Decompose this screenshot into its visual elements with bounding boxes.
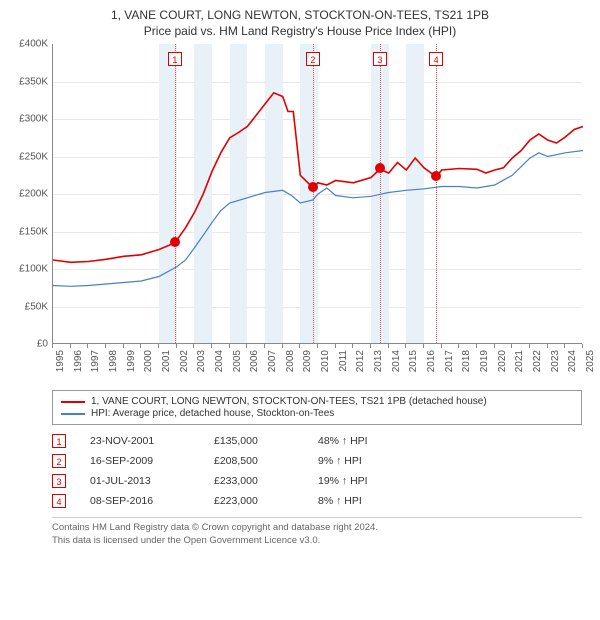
x-tick-label: 1999 xyxy=(126,350,137,372)
y-axis-labels: £0£50K£100K£150K£200K£250K£300K£350K£400… xyxy=(10,44,52,344)
x-tick-label: 1998 xyxy=(108,350,119,372)
sale-row: 1 23-NOV-2001 £135,000 48% ↑ HPI xyxy=(52,431,582,451)
y-tick-label: £200K xyxy=(19,189,48,200)
sale-num: 3 xyxy=(52,474,66,488)
sale-row: 2 16-SEP-2009 £208,500 9% ↑ HPI xyxy=(52,451,582,471)
sale-dot xyxy=(431,171,441,181)
x-tick-label: 2012 xyxy=(355,350,366,372)
legend: 1, VANE COURT, LONG NEWTON, STOCKTON-ON-… xyxy=(52,390,582,425)
sale-date: 16-SEP-2009 xyxy=(90,455,190,467)
plot-area: 1 2 3 4 xyxy=(52,44,582,344)
x-tick-label: 2001 xyxy=(161,350,172,372)
event-marker: 3 xyxy=(373,52,387,66)
sale-num: 2 xyxy=(52,454,66,468)
x-tick-label: 2006 xyxy=(249,350,260,372)
x-tick-label: 2010 xyxy=(320,350,331,372)
sale-row: 3 01-JUL-2013 £233,000 19% ↑ HPI xyxy=(52,471,582,491)
legend-swatch xyxy=(61,413,85,415)
x-tick-label: 2016 xyxy=(426,350,437,372)
sale-date: 23-NOV-2001 xyxy=(90,435,190,447)
sale-pct: 8% ↑ HPI xyxy=(318,495,418,507)
y-tick-label: £50K xyxy=(25,301,48,312)
legend-label: HPI: Average price, detached house, Stoc… xyxy=(91,408,334,419)
sale-pct: 9% ↑ HPI xyxy=(318,455,418,467)
legend-row: HPI: Average price, detached house, Stoc… xyxy=(61,408,573,419)
x-tick-label: 2025 xyxy=(585,350,596,372)
x-tick-label: 2004 xyxy=(214,350,225,372)
sale-pct: 19% ↑ HPI xyxy=(318,475,418,487)
title-address: 1, VANE COURT, LONG NEWTON, STOCKTON-ON-… xyxy=(10,8,590,22)
series-hpi xyxy=(53,151,583,287)
x-tick-label: 2017 xyxy=(444,350,455,372)
x-tick-label: 2008 xyxy=(285,350,296,372)
x-tick-label: 2002 xyxy=(179,350,190,372)
x-tick-label: 2011 xyxy=(338,350,349,372)
y-tick-label: £100K xyxy=(19,264,48,275)
x-tick-label: 2022 xyxy=(532,350,543,372)
x-tick-label: 2014 xyxy=(391,350,402,372)
x-tick-label: 2009 xyxy=(302,350,313,372)
x-tick-label: 2019 xyxy=(479,350,490,372)
x-tick-label: 1996 xyxy=(73,350,84,372)
x-axis-labels: 1995 1996 1997 1998 1999 2000 2001 2002 2003 2004… xyxy=(52,348,582,384)
legend-label: 1, VANE COURT, LONG NEWTON, STOCKTON-ON-… xyxy=(91,396,487,407)
chart-area: £0£50K£100K£150K£200K£250K£300K£350K£400… xyxy=(10,44,590,384)
legend-row: 1, VANE COURT, LONG NEWTON, STOCKTON-ON-… xyxy=(61,396,573,407)
chart-container: 1, VANE COURT, LONG NEWTON, STOCKTON-ON-… xyxy=(0,0,600,554)
event-marker: 1 xyxy=(168,52,182,66)
footer-attribution: Contains HM Land Registry data © Crown c… xyxy=(52,517,582,548)
sale-num: 4 xyxy=(52,494,66,508)
series-price_paid xyxy=(53,93,583,262)
x-tick xyxy=(582,344,583,348)
sale-price: £233,000 xyxy=(214,475,294,487)
sale-dot xyxy=(308,182,318,192)
sale-price: £208,500 xyxy=(214,455,294,467)
footer-line-2: This data is licensed under the Open Gov… xyxy=(52,535,582,548)
title-subtitle: Price paid vs. HM Land Registry's House … xyxy=(10,24,590,38)
x-tick-label: 2018 xyxy=(461,350,472,372)
y-tick-label: £300K xyxy=(19,114,48,125)
legend-swatch xyxy=(61,401,85,403)
sales-table: 123-NOV-2001£135,00048% ↑ HPI216-SEP-200… xyxy=(52,431,582,511)
sale-price: £223,000 xyxy=(214,495,294,507)
event-marker: 2 xyxy=(306,52,320,66)
x-tick-label: 2005 xyxy=(232,350,243,372)
sale-date: 01-JUL-2013 xyxy=(90,475,190,487)
x-tick-label: 2020 xyxy=(497,350,508,372)
y-tick-label: £400K xyxy=(19,39,48,50)
y-tick-label: £350K xyxy=(19,76,48,87)
x-tick-label: 2007 xyxy=(267,350,278,372)
x-tick-label: 2003 xyxy=(196,350,207,372)
x-tick-label: 2023 xyxy=(550,350,561,372)
sale-num: 1 xyxy=(52,434,66,448)
x-tick-label: 2021 xyxy=(514,350,525,372)
y-tick-label: £0 xyxy=(37,339,48,350)
y-tick-label: £150K xyxy=(19,226,48,237)
sale-dot xyxy=(170,237,180,247)
x-tick-label: 2024 xyxy=(567,350,578,372)
x-tick-label: 2000 xyxy=(143,350,154,372)
sale-date: 08-SEP-2016 xyxy=(90,495,190,507)
footer-line-1: Contains HM Land Registry data © Crown c… xyxy=(52,522,582,535)
x-tick-label: 2015 xyxy=(408,350,419,372)
x-tick-label: 1995 xyxy=(55,350,66,372)
x-tick-label: 1997 xyxy=(90,350,101,372)
sale-dot xyxy=(375,163,385,173)
x-tick-label: 2013 xyxy=(373,350,384,372)
sale-row: 4 08-SEP-2016 £223,000 8% ↑ HPI xyxy=(52,491,582,511)
event-marker: 4 xyxy=(429,52,443,66)
sale-pct: 48% ↑ HPI xyxy=(318,435,418,447)
titles: 1, VANE COURT, LONG NEWTON, STOCKTON-ON-… xyxy=(10,8,590,38)
y-tick-label: £250K xyxy=(19,151,48,162)
line-series-svg xyxy=(53,44,583,344)
sale-price: £135,000 xyxy=(214,435,294,447)
